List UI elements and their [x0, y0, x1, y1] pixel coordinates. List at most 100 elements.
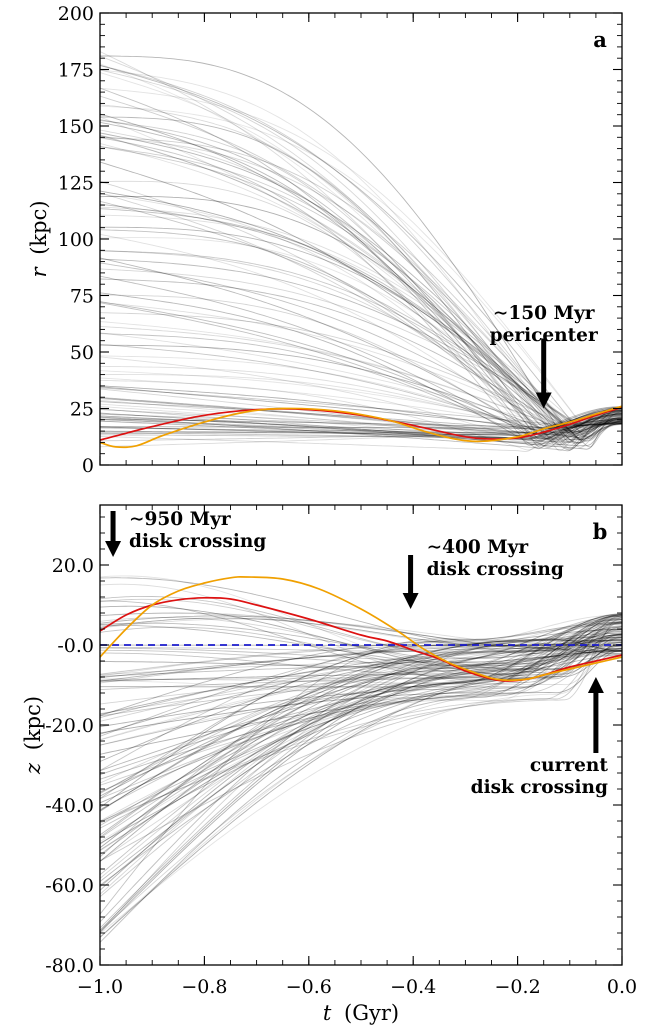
panel-b-background-orbit	[99, 650, 623, 786]
panel-b-background-orbit	[99, 650, 623, 677]
panel-a-background-orbit	[99, 355, 623, 433]
panel-a-background-orbit	[99, 72, 623, 426]
panel-a-y-tick-label: 25	[70, 399, 94, 421]
panel-b-current-arrow-head	[587, 677, 604, 693]
panel-a-frame	[99, 12, 623, 466]
panel-a-background-orbit	[99, 161, 623, 428]
panel-a-highlighted-orbit-1	[99, 406, 623, 441]
panel-a-background-orbit	[99, 116, 623, 444]
panel-a-background-orbit	[99, 406, 623, 452]
panel-a-background-orbit	[99, 377, 623, 426]
panel-b-background-orbit	[99, 622, 623, 682]
panel-a-y-axis-unit: (kpc)	[27, 200, 51, 254]
panel-a-background-orbit	[99, 268, 623, 427]
panel-a-background-orbit	[99, 408, 623, 439]
panel-b-background-orbit	[99, 629, 623, 715]
panel-a-letter: a	[593, 27, 607, 52]
panel-b-background-orbit	[99, 613, 623, 666]
panel-a-background-orbit	[99, 401, 623, 431]
panel-b-background-orbit	[99, 638, 623, 678]
panel-a-background-orbit	[99, 146, 623, 434]
panel-b-y-tick-label: -40.0	[45, 795, 94, 817]
x-axis-label: t (Gyr)	[323, 1001, 399, 1025]
panel-a-background-orbit	[99, 206, 623, 428]
panel-b-background-orbit	[99, 651, 623, 938]
panel-b-950myr-annotation: disk crossing	[129, 531, 266, 552]
panel-b-background-orbit	[99, 644, 623, 762]
panel-a-background-orbit	[99, 69, 623, 428]
panel-b-background-orbit	[99, 639, 623, 811]
panel-a-background-orbit	[99, 413, 623, 436]
panel-b-background-orbit	[99, 635, 623, 824]
panel-a-background-orbit	[99, 409, 623, 436]
panel-a-background-orbit	[99, 321, 623, 438]
panel-b-background-orbit	[99, 649, 623, 797]
panel-b-x-tick-label: −1.0	[77, 976, 123, 998]
panel-a-background-orbit	[99, 403, 623, 441]
panel-a-background-orbit	[99, 379, 623, 451]
panel-a-background-orbit	[99, 233, 623, 445]
panel-a-background-orbit	[99, 258, 623, 428]
panel-b-background-orbit	[99, 605, 623, 677]
panel-b-frame	[99, 504, 623, 966]
panel-b-background-orbit	[99, 633, 623, 780]
panel-a-y-tick-label: 50	[70, 342, 94, 364]
x-axis-unit: (Gyr)	[344, 1001, 399, 1025]
panel-a-background-orbit	[99, 229, 623, 438]
panel-b-x-tick-label: −0.4	[390, 976, 436, 998]
panel-a-radius-plot: 0 25 50 75 100 125 150 175 200 ∼150 Myrpericente…	[27, 3, 623, 477]
panel-a-background-orbit	[99, 121, 623, 440]
panel-b-background-orbit	[99, 650, 623, 722]
panel-b-background-orbit	[99, 617, 623, 671]
panel-b-background-orbit	[99, 647, 623, 810]
panel-a-background-orbit	[99, 250, 623, 448]
panel-b-background-orbit	[99, 643, 623, 804]
panel-b-background-orbit	[99, 645, 623, 772]
panel-a-background-orbit	[99, 292, 623, 450]
panel-a-background-orbit	[99, 416, 623, 439]
panel-b-background-orbit	[99, 615, 623, 650]
panel-b-background-orbit	[99, 629, 623, 823]
panel-a-background-orbit	[100, 417, 623, 439]
panel-a-background-orbit	[99, 374, 623, 429]
panel-a-y-tick-label: 75	[70, 286, 94, 308]
panel-b-background-orbit	[99, 614, 623, 677]
panel-a-background-orbit	[99, 399, 623, 441]
panel-b-highlighted-orbits	[99, 576, 623, 682]
panel-b-background-orbit	[99, 616, 623, 862]
panel-b-background-orbit	[99, 650, 623, 836]
panel-b-background-orbit	[99, 640, 623, 934]
panel-a-background-orbit	[99, 386, 623, 433]
panel-a-background-orbit	[99, 396, 623, 438]
panel-b-y-axis-variable: z	[21, 762, 45, 775]
panel-a-y-axis-variable: r	[27, 266, 51, 278]
panel-b-background-orbit	[99, 614, 623, 715]
panel-a-background-orbit	[99, 408, 623, 446]
panel-a-pericenter-annotation: pericenter	[490, 325, 598, 346]
panel-a-background-orbit	[99, 132, 623, 437]
panel-b-background-orbit	[99, 639, 623, 858]
panel-b-background-orbit	[99, 614, 623, 876]
panel-a-background-orbit	[99, 135, 623, 429]
panel-a-background-orbit	[99, 418, 623, 440]
panel-b-400myr-arrow-head	[402, 593, 419, 609]
panel-a-background-orbit	[99, 332, 623, 436]
panel-b-background-orbit	[99, 617, 623, 676]
panel-a-background-orbit	[99, 137, 623, 433]
panel-b-background-orbit	[99, 628, 623, 898]
panel-b-background-orbit	[99, 614, 623, 746]
panel-b-950myr-arrow-head	[105, 541, 122, 557]
panel-a-y-tick-label: 175	[58, 60, 94, 82]
panel-b-background-orbit	[99, 615, 623, 674]
panel-b-background-orbit	[99, 625, 623, 679]
panel-b-background-orbit	[99, 642, 623, 681]
panel-a-background-orbit	[99, 414, 623, 441]
panel-a-background-orbit	[99, 397, 623, 444]
panel-b-background-orbit	[99, 635, 623, 686]
panel-a-highlighted-orbits	[99, 405, 623, 449]
panel-a-background-orbit	[99, 344, 623, 436]
panel-b-background-orbit	[99, 639, 623, 933]
panel-b-background-orbit	[99, 620, 623, 862]
panel-a-background-orbit	[99, 136, 623, 434]
